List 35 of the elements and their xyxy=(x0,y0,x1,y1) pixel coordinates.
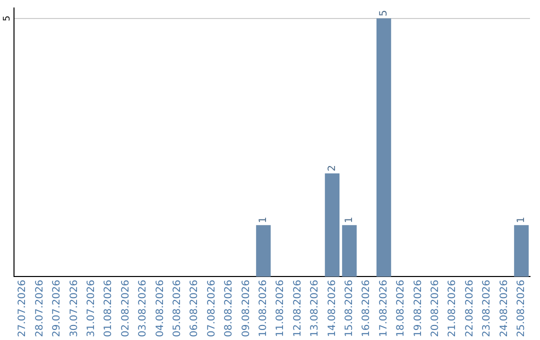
x-tick-label: 05.08.2026 xyxy=(172,280,183,338)
x-tick-label: 20.08.2026 xyxy=(430,280,441,338)
x-tick-label: 14.08.2026 xyxy=(326,280,338,338)
x-tick-label: 11.08.2026 xyxy=(275,280,286,338)
data-label: 1 xyxy=(516,216,527,224)
x-tick-label: 30.07.2026 xyxy=(68,280,80,338)
x-tick-label: 01.08.2026 xyxy=(103,280,114,338)
data-label: 2 xyxy=(326,165,338,172)
x-tick-label: 04.08.2026 xyxy=(154,280,166,338)
x-tick-label: 10.08.2026 xyxy=(258,280,269,338)
x-tick-label: 02.08.2026 xyxy=(120,280,132,338)
x-tick-label: 09.08.2026 xyxy=(240,280,252,338)
x-tick-label: 03.08.2026 xyxy=(138,280,149,338)
x-tick-label: 08.08.2026 xyxy=(224,280,235,338)
x-tick-label: 31.07.2026 xyxy=(86,280,97,338)
x-tick-label: 16.08.2026 xyxy=(361,280,372,338)
x-tick-label: 07.08.2026 xyxy=(206,280,218,338)
x-tick-label: 22.08.2026 xyxy=(464,280,476,338)
x-tick-label: 06.08.2026 xyxy=(189,280,200,338)
x-tick-label: 23.08.2026 xyxy=(482,280,493,338)
x-tick-label: 17.08.2026 xyxy=(378,280,390,338)
x-tick-label: 15.08.2026 xyxy=(344,280,355,338)
x-tick-label: 18.08.2026 xyxy=(396,280,407,338)
x-tick-label: 12.08.2026 xyxy=(292,280,304,338)
x-tick-label: 13.08.2026 xyxy=(310,280,321,338)
x-tick-label: 27.07.2026 xyxy=(17,280,28,338)
x-tick-label: 29.07.2026 xyxy=(52,280,63,338)
data-label: 1 xyxy=(258,216,269,224)
x-tick-label: 28.07.2026 xyxy=(34,280,46,338)
x-tick-label: 24.08.2026 xyxy=(498,280,510,338)
x-tick-label: 21.08.2026 xyxy=(447,280,458,338)
x-tick-label: 25.08.2026 xyxy=(516,280,527,338)
data-label: 5 xyxy=(378,10,390,16)
data-label: 1 xyxy=(344,216,355,224)
x-tick-label: 19.08.2026 xyxy=(412,280,424,338)
